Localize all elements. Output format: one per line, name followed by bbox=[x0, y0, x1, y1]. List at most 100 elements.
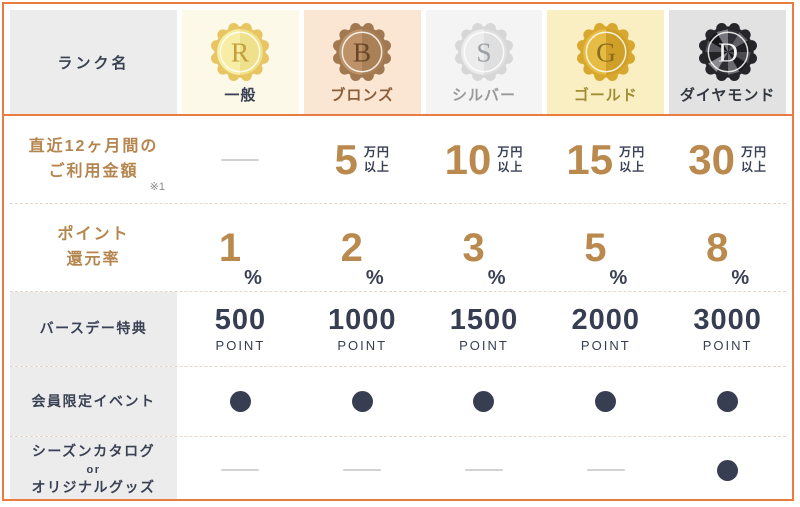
svg-text:D: D bbox=[718, 37, 738, 68]
point-unit: POINT bbox=[702, 337, 753, 353]
dash-icon bbox=[586, 469, 625, 471]
row-label-line: 直近12ヶ月間の bbox=[28, 137, 159, 155]
filled-circle-icon bbox=[229, 391, 251, 412]
row-label: ポイント 還元率 bbox=[10, 204, 177, 291]
footnote-marker: ※1 bbox=[149, 180, 165, 193]
table-row: シーズンカタログ or オリジナルグッズ bbox=[10, 436, 786, 499]
rank-name-header-cell: ランク名 bbox=[10, 10, 177, 114]
birthday-point-cell: 500 POINT bbox=[182, 292, 299, 366]
amount-unit-line: 以上 bbox=[619, 159, 646, 174]
percent-sign: % bbox=[609, 267, 628, 289]
svg-text:B: B bbox=[353, 37, 371, 68]
spend-amount-cell: 5 万円 以上 bbox=[304, 116, 421, 203]
percent-value: 1 bbox=[218, 225, 242, 270]
row-label-line: 還元率 bbox=[66, 250, 121, 268]
rank-name-label: ゴールド bbox=[573, 87, 638, 104]
included-cell bbox=[669, 437, 786, 499]
amount-unit-line: 万円 bbox=[619, 144, 646, 159]
row-label: 直近12ヶ月間の ご利用金額 ※1 bbox=[10, 116, 177, 203]
birthday-point-cell: 1500 POINT bbox=[426, 292, 543, 366]
point-block: 500 POINT bbox=[214, 304, 267, 353]
amount-value: 30 bbox=[688, 135, 735, 183]
point-value: 3000 bbox=[693, 304, 762, 337]
table-row: 直近12ヶ月間の ご利用金額 ※1 5 万円 以上 10 万円 以上 15 万円 以上 30 万円 以上 bbox=[10, 116, 786, 203]
amount-unit: 万円 以上 bbox=[364, 145, 390, 175]
row-label-line: 会員限定イベント bbox=[31, 392, 156, 409]
svg-text:S: S bbox=[476, 37, 491, 68]
point-value: 1000 bbox=[327, 304, 397, 337]
percent-value: 8 bbox=[706, 225, 729, 270]
percent-sign: % bbox=[731, 267, 750, 289]
row-label-line: バースデー特典 bbox=[39, 320, 148, 337]
amount-unit: 万円 以上 bbox=[741, 145, 767, 175]
birthday-point-cell: 1000 POINT bbox=[304, 292, 421, 366]
membership-rank-table: ランク名 R 一般 B ブロンズ S シルバー G ゴールド D ダイヤモンド 直近12ヶ月間のご… bbox=[2, 2, 794, 501]
not-applicable-cell bbox=[426, 437, 543, 499]
point-value: 2000 bbox=[571, 304, 641, 337]
point-rate-cell: 1% bbox=[182, 204, 299, 291]
rank-column-header: R 一般 bbox=[182, 10, 299, 114]
row-label: シーズンカタログ or オリジナルグッズ bbox=[10, 437, 177, 499]
not-applicable-cell bbox=[182, 116, 299, 203]
amount-unit: 万円 以上 bbox=[619, 145, 645, 175]
birthday-point-cell: 2000 POINT bbox=[547, 292, 664, 366]
row-label-line: or bbox=[86, 463, 101, 476]
included-cell bbox=[182, 367, 299, 436]
row-label: バースデー特典 bbox=[10, 292, 177, 366]
spend-amount-cell: 10 万円 以上 bbox=[426, 116, 543, 203]
amount-unit-line: 万円 bbox=[740, 144, 767, 159]
svg-text:G: G bbox=[596, 37, 616, 68]
rank-name-label: ダイヤモンド bbox=[679, 87, 776, 104]
point-block: 1500 POINT bbox=[449, 304, 519, 353]
birthday-point-cell: 3000 POINT bbox=[669, 292, 786, 366]
point-value: 500 bbox=[214, 304, 267, 337]
rank-column-header: B ブロンズ bbox=[303, 10, 421, 114]
not-applicable-cell bbox=[547, 437, 664, 499]
amount-unit-line: 以上 bbox=[740, 159, 767, 174]
table-row: ポイント 還元率 1% 2% 3% 5% 8% bbox=[10, 203, 786, 291]
point-unit: POINT bbox=[337, 337, 388, 353]
point-value: 1500 bbox=[449, 304, 519, 337]
amount-unit-line: 万円 bbox=[497, 144, 524, 159]
filled-circle-icon bbox=[473, 391, 495, 412]
dash-icon bbox=[343, 469, 382, 471]
rank-medal-icon-r: R bbox=[211, 23, 270, 81]
point-unit: POINT bbox=[215, 337, 266, 353]
rank-medal-icon-g: G bbox=[576, 23, 635, 81]
included-cell bbox=[669, 367, 786, 436]
point-rate-cell: 5% bbox=[547, 204, 664, 291]
percent-sign: % bbox=[244, 267, 262, 289]
rank-header-row: ランク名 R 一般 B ブロンズ S シルバー G ゴールド D ダイヤモンド bbox=[10, 10, 786, 114]
not-applicable-cell bbox=[182, 437, 299, 499]
dash-icon bbox=[221, 469, 260, 471]
rank-name-header-label: ランク名 bbox=[57, 54, 130, 72]
filled-circle-icon bbox=[351, 391, 373, 412]
rank-column-header: G ゴールド bbox=[547, 10, 665, 114]
rank-column-header: D ダイヤモンド bbox=[669, 10, 786, 114]
row-label-line: ポイント bbox=[57, 225, 130, 243]
rank-name-label: 一般 bbox=[224, 87, 257, 104]
percent-sign: % bbox=[487, 267, 506, 289]
point-rate-cell: 8% bbox=[669, 204, 786, 291]
rank-column-header: S シルバー bbox=[425, 10, 543, 114]
header-divider bbox=[4, 114, 792, 116]
percent-value: 3 bbox=[462, 225, 485, 270]
spend-amount-cell: 15 万円 以上 bbox=[547, 116, 664, 203]
point-block: 2000 POINT bbox=[571, 304, 641, 353]
amount-unit-line: 万円 bbox=[363, 144, 390, 159]
rank-medal-icon-s: S bbox=[455, 23, 513, 81]
point-rate-cell: 2% bbox=[304, 204, 421, 291]
percent-sign: % bbox=[365, 267, 384, 289]
table-row: バースデー特典 500 POINT 1000 POINT 1500 POINT 2000 POI… bbox=[10, 291, 786, 366]
percent-value: 5 bbox=[584, 225, 607, 270]
amount-unit: 万円 以上 bbox=[497, 145, 523, 175]
point-unit: POINT bbox=[580, 337, 631, 353]
row-label: 会員限定イベント bbox=[10, 367, 177, 436]
rank-table-body: 直近12ヶ月間の ご利用金額 ※1 5 万円 以上 10 万円 以上 15 万円 以上 30 万円 以上 ポイ… bbox=[10, 116, 786, 499]
amount-unit-line: 以上 bbox=[497, 159, 524, 174]
amount-value: 15 bbox=[566, 135, 614, 183]
point-unit: POINT bbox=[459, 337, 509, 353]
included-cell bbox=[547, 367, 664, 436]
amount-unit-line: 以上 bbox=[363, 159, 390, 174]
filled-circle-icon bbox=[717, 459, 739, 481]
